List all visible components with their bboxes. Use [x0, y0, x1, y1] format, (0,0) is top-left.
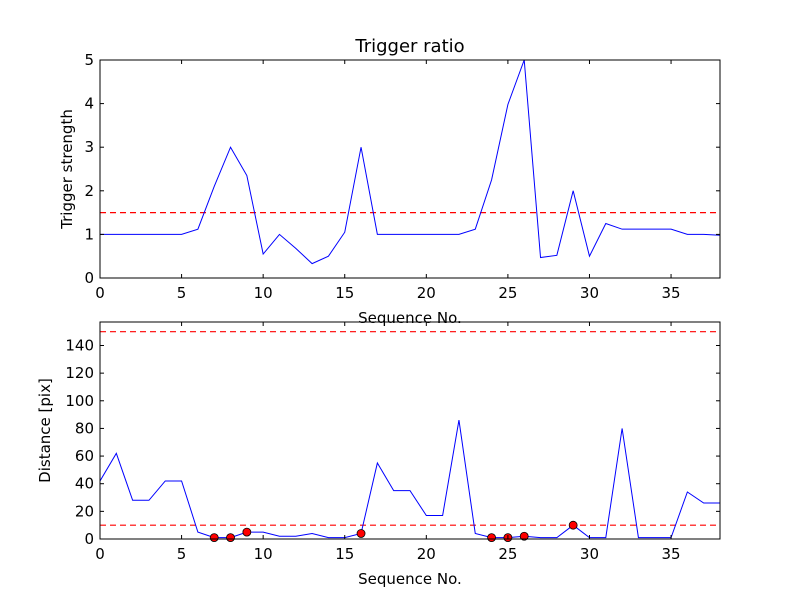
data-point-marker — [226, 533, 235, 543]
subplot-2: 0 5 10 15 20 25 30 35 0 20 40 60 80 100 120 140 Sequence… — [36, 321, 721, 588]
x-tick-label: 15 — [335, 545, 354, 563]
x-tick-label: 15 — [335, 284, 354, 302]
x-tick-label: 30 — [580, 545, 599, 563]
y-tick-label: 1 — [84, 225, 94, 243]
data-point-marker — [209, 533, 219, 543]
y-tick-label: 4 — [84, 95, 94, 113]
y-tick-label: 20 — [75, 502, 94, 520]
data-point-marker — [568, 520, 578, 530]
x-tick-label: 10 — [254, 545, 273, 563]
axes-frame — [99, 321, 721, 540]
x-tick-label: 35 — [662, 545, 681, 563]
y-tick-label: 80 — [75, 419, 94, 437]
chart-title: Trigger ratio — [354, 36, 464, 57]
x-tick-label: 20 — [417, 284, 436, 302]
data-point-marker — [519, 531, 529, 541]
data-point-marker — [487, 533, 496, 543]
axes-frame — [99, 59, 721, 279]
series-line-1 — [100, 60, 720, 265]
x-tick-label: 10 — [254, 284, 273, 302]
y-tick-label: 0 — [84, 269, 94, 287]
y-axis-label: Distance [pix] — [36, 378, 54, 483]
x-axis-label: Sequence No. — [358, 309, 462, 327]
y-tick-label: 100 — [65, 392, 94, 410]
x-tick-label: 20 — [417, 545, 436, 563]
x-tick-label: 5 — [177, 284, 187, 302]
y-tick-label: 0 — [84, 530, 94, 548]
y-tick-label: 3 — [84, 138, 94, 156]
series-line-1 — [100, 420, 720, 539]
y-tick-label: 120 — [65, 364, 94, 382]
x-tick-label: 25 — [498, 545, 517, 563]
x-axis-label: Sequence No. — [358, 570, 462, 588]
x-tick-label: 25 — [498, 284, 517, 302]
x-tick-label: 30 — [580, 284, 599, 302]
y-axis-label: Trigger strength — [58, 109, 76, 230]
subplot-1: 0 5 10 15 20 25 30 35 0 1 2 3 4 5 Sequence No. Trigger … — [58, 36, 721, 327]
x-tick-label: 0 — [95, 545, 105, 563]
y-tick-label: 60 — [75, 447, 94, 465]
x-tick-label: 0 — [95, 284, 105, 302]
x-tick-label: 35 — [662, 284, 681, 302]
y-tick-label: 5 — [84, 51, 94, 69]
x-tick-label: 5 — [177, 545, 187, 563]
y-tick-label: 2 — [84, 182, 94, 200]
y-tick-label: 40 — [75, 475, 94, 493]
y-tick-label: 140 — [65, 336, 94, 354]
data-point-marker — [242, 527, 252, 537]
data-point-marker — [356, 529, 366, 538]
